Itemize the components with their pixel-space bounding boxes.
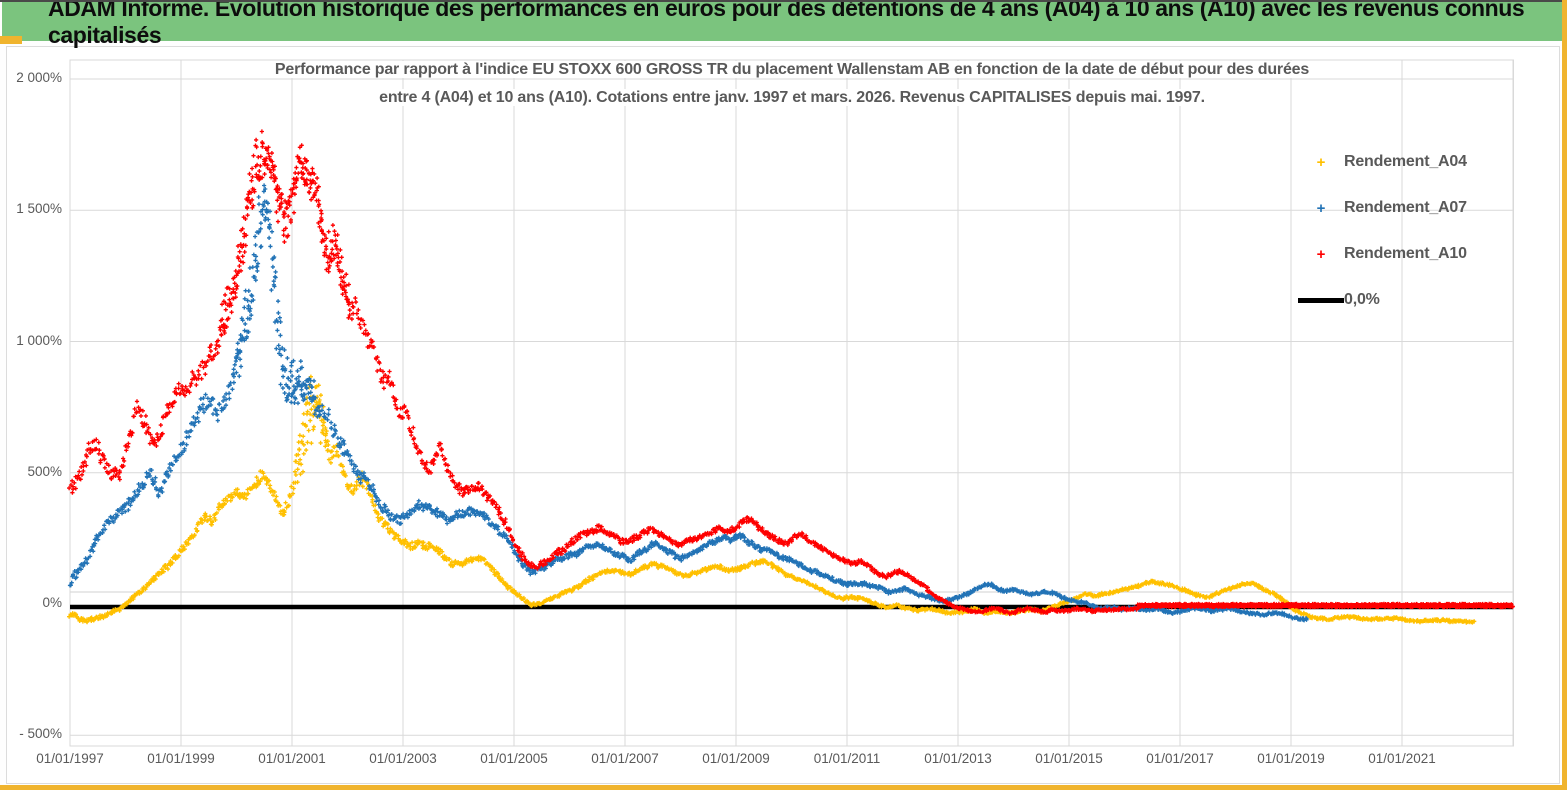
x-axis-label: 01/01/1997	[36, 751, 104, 766]
chart-object-border	[6, 46, 1560, 784]
x-axis-label: 01/01/2019	[1257, 751, 1325, 766]
x-axis-label: 01/01/2003	[369, 751, 437, 766]
chart-title-line2: entre 4 (A04) et 10 ans (A10). Cotations…	[70, 89, 1514, 107]
legend-item: + Rendement_A04	[1298, 139, 1467, 185]
x-axis-label: 01/01/2007	[591, 751, 659, 766]
legend-line-marker	[1298, 297, 1344, 303]
report-header-bar: ADAM Informe. Evolution historique des p…	[2, 0, 1562, 48]
frame-left-chip	[0, 36, 22, 44]
x-axis-label: 01/01/1999	[147, 751, 215, 766]
x-axis-label: 01/01/2001	[258, 751, 326, 766]
y-axis-label: 500%	[27, 463, 62, 479]
legend-item: + Rendement_A07	[1298, 185, 1467, 231]
x-axis-label: 01/01/2015	[1035, 751, 1103, 766]
y-axis-label: 0%	[42, 595, 62, 610]
x-axis-label: 01/01/2021	[1368, 751, 1436, 766]
y-axis-label: 1 500%	[16, 201, 62, 217]
legend-plus-marker: +	[1316, 153, 1326, 171]
legend-item: + Rendement_A10	[1298, 231, 1467, 277]
x-axis-label: 01/01/2017	[1146, 751, 1214, 766]
x-axis-label: 01/01/2009	[702, 751, 770, 766]
y-axis-label: 1 000%	[16, 332, 62, 348]
frame-top-edge	[0, 0, 1567, 2]
legend-label: Rendement_A10	[1344, 245, 1467, 262]
legend-plus-marker: +	[1316, 199, 1326, 217]
frame-right-edge	[1562, 0, 1567, 790]
legend-label: 0,0%	[1344, 291, 1380, 308]
legend-item: 0,0%	[1298, 277, 1467, 323]
report-title: ADAM Informe. Evolution historique des p…	[48, 0, 1525, 48]
x-axis-label: 01/01/2013	[924, 751, 992, 766]
y-axis-label: - 500%	[19, 726, 62, 742]
chart-title-line1: Performance par rapport à l'indice EU ST…	[70, 61, 1514, 79]
legend: + Rendement_A04 + Rendement_A07 + Rendement_A…	[1298, 139, 1467, 323]
x-axis-label: 01/01/2011	[813, 751, 881, 766]
legend-label: Rendement_A04	[1344, 153, 1467, 170]
legend-plus-marker: +	[1316, 245, 1326, 263]
y-axis-label: 2 000%	[16, 70, 62, 85]
legend-label: Rendement_A07	[1344, 199, 1467, 216]
x-axis-label: 01/01/2005	[480, 751, 548, 766]
frame-bottom-edge	[0, 785, 1567, 790]
